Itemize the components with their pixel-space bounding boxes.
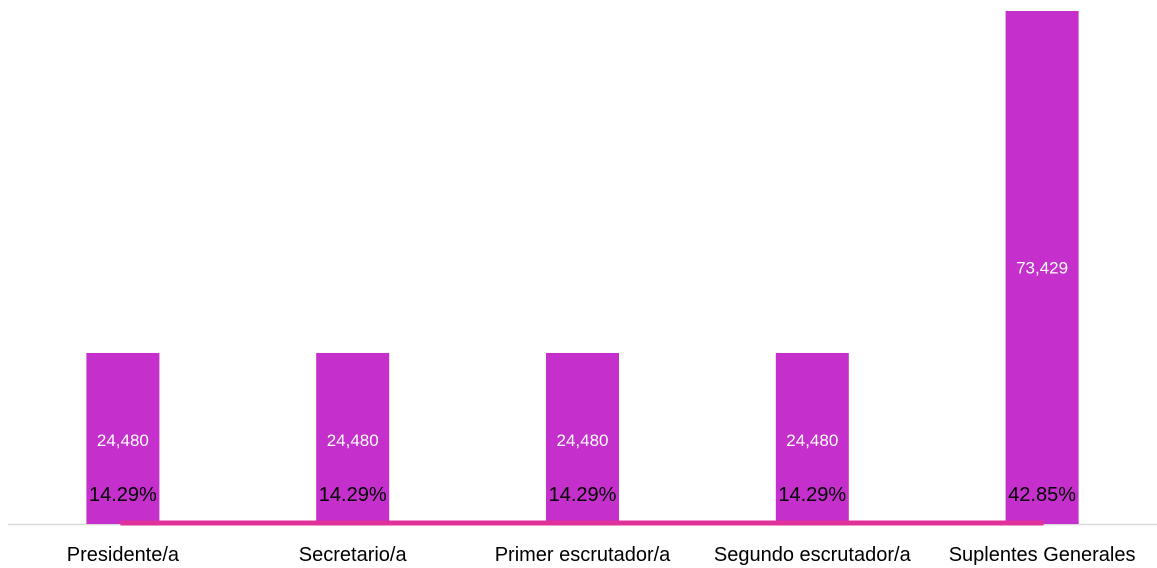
x-tick-label: Primer escrutador/a — [495, 544, 671, 566]
percent-label: 14.29% — [778, 484, 846, 506]
bar-value-label: 24,480 — [786, 431, 838, 450]
bar — [86, 352, 160, 524]
percent-label: 14.29% — [319, 484, 387, 506]
x-tick-label: Secretario/a — [299, 544, 408, 566]
bar — [775, 352, 849, 524]
bar — [546, 352, 619, 524]
x-tick-label: Suplentes Generales — [949, 544, 1136, 566]
x-tick-label: Segundo escrutador/a — [714, 544, 912, 566]
bar — [1005, 10, 1079, 525]
bar-value-label: 24,480 — [557, 431, 609, 450]
x-tick-label: Presidente/a — [67, 544, 180, 566]
bar-value-label: 73,429 — [1016, 258, 1068, 277]
percent-label: 42.85% — [1008, 484, 1076, 506]
bar-value-label: 24,480 — [97, 431, 149, 450]
percent-label: 14.29% — [549, 484, 617, 506]
bar — [316, 352, 390, 524]
bar-value-label: 24,480 — [327, 431, 379, 450]
percent-label: 14.29% — [89, 484, 157, 506]
